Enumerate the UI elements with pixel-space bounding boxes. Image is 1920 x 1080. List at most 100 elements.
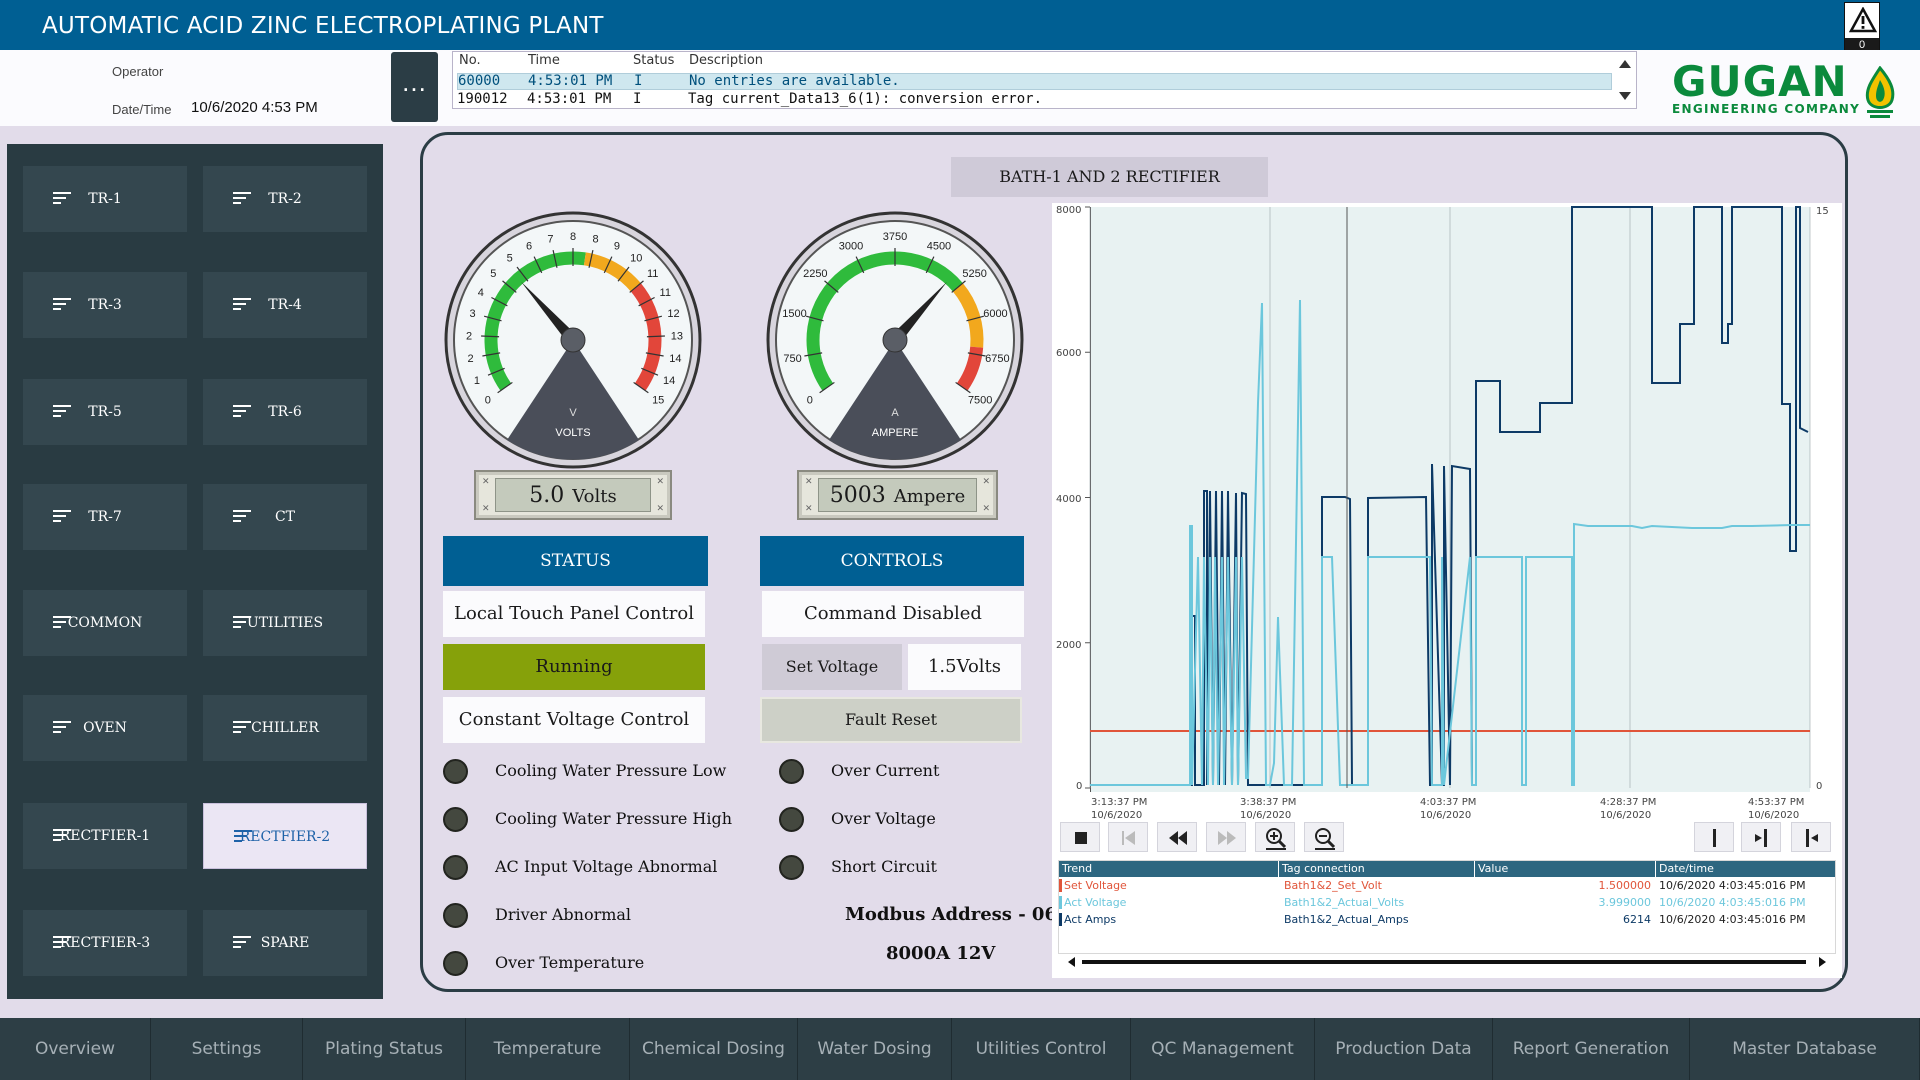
- nav-spare-button[interactable]: SPARE: [203, 910, 367, 976]
- volt-gauge-tick: [552, 250, 558, 268]
- volt-gauge-tick-label: 13: [671, 330, 683, 342]
- col-trend: Trend: [1062, 862, 1093, 875]
- nav-tr-6-button[interactable]: TR-6: [203, 379, 367, 445]
- bottom-nav-qc-management[interactable]: QC Management: [1131, 1018, 1315, 1080]
- scroll-down-icon[interactable]: [1619, 92, 1631, 100]
- row-datetime: 10/6/2020 4:03:45:016 PM: [1659, 913, 1806, 926]
- nav-oven-button[interactable]: OVEN: [23, 695, 187, 761]
- more-options-button[interactable]: ...: [391, 52, 438, 122]
- volt-gauge-tick: [629, 280, 644, 293]
- move-ruler-left-button[interactable]: [1741, 822, 1781, 852]
- backward-button[interactable]: [1157, 822, 1197, 852]
- zoom-out-button[interactable]: [1304, 822, 1344, 852]
- indicator-label: AC Input Voltage Abnormal: [495, 857, 718, 876]
- alarm-list[interactable]: No. Time Status Description 60000 4:53:0…: [452, 51, 1637, 109]
- bottom-nav-production-data[interactable]: Production Data: [1315, 1018, 1493, 1080]
- nav-label: RECTFIER-1: [59, 828, 151, 844]
- zoom-in-button[interactable]: [1255, 822, 1295, 852]
- indicator-over-current: Over Current: [779, 758, 979, 786]
- trend-table-row[interactable]: Set Voltage Bath1&2_Set_Volt 1.500000 10…: [1059, 878, 1835, 894]
- bottom-nav-temperature[interactable]: Temperature: [466, 1018, 630, 1080]
- nav-tr-2-button[interactable]: TR-2: [203, 166, 367, 232]
- menu-lines-icon: [233, 936, 251, 948]
- alarm-count: 0: [1845, 38, 1879, 53]
- bottom-nav-chemical-dosing[interactable]: Chemical Dosing: [630, 1018, 798, 1080]
- nav-ct-button[interactable]: CT: [203, 484, 367, 550]
- nav-tr-7-button[interactable]: TR-7: [23, 484, 187, 550]
- trend-chart[interactable]: [1052, 203, 1842, 823]
- nav-rectfier-3-button[interactable]: RECTFIER-3: [23, 910, 187, 976]
- set-voltage-input[interactable]: 1.5Volts: [908, 644, 1021, 690]
- menu-lines-icon: [53, 510, 71, 522]
- volt-gauge-tick-label: 5: [490, 268, 496, 280]
- fault-reset-button[interactable]: Fault Reset: [760, 697, 1022, 743]
- nav-tr-1-button[interactable]: TR-1: [23, 166, 187, 232]
- alarm-row[interactable]: 60000 4:53:01 PM I No entries are availa…: [457, 73, 1612, 90]
- menu-lines-icon: [53, 616, 71, 628]
- logo-name: GUGAN: [1672, 57, 1848, 106]
- x-axis-time: 3:13:37 PM: [1091, 797, 1148, 808]
- menu-lines-icon: [234, 830, 252, 842]
- volt-gauge-tick: [502, 280, 517, 293]
- ampere-gauge: 0 750 1500 2250 3000 3750 4500 5250 6000 6750 7500…: [766, 211, 1024, 469]
- indicator-ac-input-abnormal: AC Input Voltage Abnormal: [443, 854, 743, 882]
- amp-gauge-needle: [890, 281, 947, 344]
- trend-horizontal-scrollbar[interactable]: [1058, 950, 1836, 974]
- ruler-icon: [1713, 829, 1716, 847]
- nav-rectfier-1-button[interactable]: RECTFIER-1: [23, 803, 187, 869]
- trend-table-row[interactable]: Act Voltage Bath1&2_Actual_Volts 3.99900…: [1059, 895, 1835, 911]
- ruler-button[interactable]: [1694, 822, 1734, 852]
- row-trend: Act Voltage: [1064, 896, 1127, 909]
- trend-table-row[interactable]: Act Amps Bath1&2_Actual_Amps 6214 10/6/2…: [1059, 912, 1835, 928]
- bottom-nav-report-generation[interactable]: Report Generation: [1493, 1018, 1690, 1080]
- nav-tr-5-button[interactable]: TR-5: [23, 379, 187, 445]
- nav-utilities-button[interactable]: UTILITIES: [203, 590, 367, 656]
- nav-chiller-button[interactable]: CHILLER: [203, 695, 367, 761]
- indicator-label: Over Voltage: [831, 809, 936, 828]
- alarm-col-no: No.: [459, 53, 481, 68]
- datetime-label: Date/Time: [112, 102, 172, 117]
- bottom-nav-master-database[interactable]: Master Database: [1690, 1018, 1920, 1080]
- volt-gauge-tick-label: 2: [466, 330, 472, 342]
- stop-button[interactable]: [1060, 822, 1100, 852]
- zoom-out-icon: [1315, 828, 1336, 850]
- alarm-scrollbar[interactable]: [1614, 52, 1636, 108]
- bottom-nav-overview[interactable]: Overview: [0, 1018, 151, 1080]
- bottom-nav-settings[interactable]: Settings: [151, 1018, 303, 1080]
- bottom-nav-utilities-control[interactable]: Utilities Control: [952, 1018, 1131, 1080]
- row-value: 3.999000: [1598, 896, 1652, 909]
- nav-tr-4-button[interactable]: TR-4: [203, 272, 367, 338]
- status-lamp: [443, 903, 468, 928]
- row-value: 6214: [1623, 913, 1651, 926]
- nav-tr-3-button[interactable]: TR-3: [23, 272, 187, 338]
- x-axis-date: 10/6/2020: [1420, 810, 1472, 821]
- bottom-nav-plating-status[interactable]: Plating Status: [303, 1018, 466, 1080]
- bottom-nav-water-dosing[interactable]: Water Dosing: [798, 1018, 952, 1080]
- alarm-status: I: [634, 73, 643, 89]
- nav-label: RECTFIER-3: [59, 935, 151, 951]
- scroll-right-icon: [1819, 957, 1826, 967]
- col-datetime: Date/time: [1659, 862, 1714, 875]
- nav-rectfier-2-button[interactable]: RECTFIER-2: [203, 803, 367, 869]
- company-logo: GUGAN ENGINEERING COMPANY: [1672, 57, 1860, 117]
- move-ruler-right-button[interactable]: [1791, 822, 1831, 852]
- volt-gauge-tick-label: 12: [667, 308, 679, 320]
- nav-common-button[interactable]: COMMON: [23, 590, 187, 656]
- scroll-up-icon[interactable]: [1619, 60, 1631, 68]
- nav-label: TR-2: [268, 191, 302, 207]
- volt-gauge-name: VOLTS: [555, 427, 590, 439]
- first-button[interactable]: [1108, 822, 1148, 852]
- run-state-status: Running: [443, 644, 705, 690]
- flame-icon: [1865, 66, 1895, 118]
- menu-lines-icon: [53, 936, 71, 948]
- amp-gauge-tick-label: 0: [807, 395, 813, 407]
- amp-gauge-tick-label: 3000: [839, 241, 863, 253]
- regulation-status: Constant Voltage Control: [443, 697, 705, 743]
- indicator-short-circuit: Short Circuit: [779, 854, 979, 882]
- forward-button[interactable]: [1206, 822, 1246, 852]
- indicator-label: Cooling Water Pressure High: [495, 809, 733, 828]
- volt-gauge-tick-label: 7: [547, 233, 553, 245]
- alarm-indicator-button[interactable]: 0: [1844, 2, 1880, 54]
- scroll-left-icon: [1068, 957, 1075, 967]
- menu-lines-icon: [53, 829, 71, 841]
